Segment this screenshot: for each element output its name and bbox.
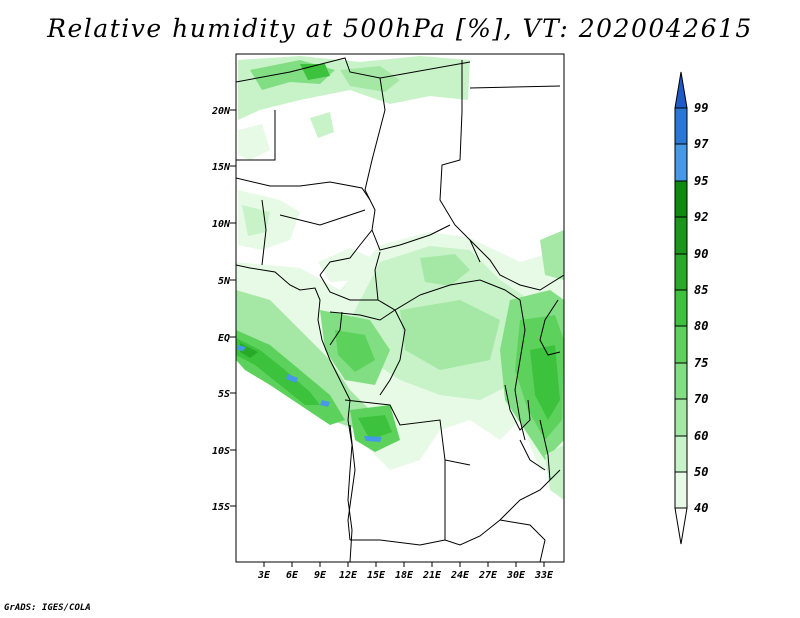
colorbar-label-85: 85 xyxy=(694,283,708,297)
lon-label-27e: 27E xyxy=(478,570,498,581)
lat-label-eq: EQ xyxy=(218,333,230,344)
colorbar-bin-95-97 xyxy=(674,143,688,182)
lat-label-5n: 5N xyxy=(218,276,231,287)
colorbar-label-70: 70 xyxy=(694,392,708,406)
colorbar-bin-40-50 xyxy=(674,471,688,509)
lon-label-9e: 9E xyxy=(314,570,327,581)
lat-label-20n: 20N xyxy=(211,106,231,117)
colorbar xyxy=(674,71,688,545)
colorbar-label-97: 97 xyxy=(694,137,709,151)
colorbar-label-92: 92 xyxy=(694,210,708,224)
colorbar-bottom-arrow xyxy=(674,507,688,545)
colorbar-bin-70-75 xyxy=(674,362,688,400)
coastline xyxy=(236,264,561,562)
colorbar-bin-92-95 xyxy=(674,180,688,218)
colorbar-label-40: 40 xyxy=(694,501,708,515)
lon-label-33e: 33E xyxy=(534,570,554,581)
colorbar-bin-90-92 xyxy=(674,216,688,255)
map-frame xyxy=(235,53,565,563)
lon-axis xyxy=(263,562,545,567)
colorbar-label-60: 60 xyxy=(694,429,708,443)
humidity-field xyxy=(236,56,564,500)
lon-label-18e: 18E xyxy=(395,570,414,581)
lon-label-24e: 24E xyxy=(450,570,470,581)
lon-label-15e: 15E xyxy=(367,570,386,581)
colorbar-bin-80-85 xyxy=(674,289,688,327)
colorbar-label-50: 50 xyxy=(694,465,708,479)
colorbar-bin-60-70 xyxy=(674,398,688,437)
lat-label-10s: 10S xyxy=(212,446,230,457)
map-title: Relative humidity at 500hPa [%], VT: 202… xyxy=(47,14,753,43)
colorbar-label-75: 75 xyxy=(694,356,708,370)
humidity-region-west xyxy=(238,190,300,250)
colorbar-label-80: 80 xyxy=(694,319,708,333)
credit-label: GrADS: IGES/COLA xyxy=(4,603,91,613)
lon-label-6e: 6E xyxy=(286,570,299,581)
lat-label-5s: 5S xyxy=(218,389,230,400)
lon-label-3e: 3E xyxy=(257,570,271,581)
lon-label-21e: 21E xyxy=(422,570,442,581)
colorbar-bin-97-99 xyxy=(674,107,688,145)
colorbar-bin-75-80 xyxy=(674,325,688,364)
country-borders xyxy=(236,57,564,562)
lat-axis xyxy=(230,109,236,507)
colorbar-label-90: 90 xyxy=(694,247,708,261)
lat-label-15s: 15S xyxy=(212,502,230,513)
lat-label-15n: 15N xyxy=(212,162,231,173)
colorbar-bin-85-90 xyxy=(674,253,688,291)
colorbar-label-99: 99 xyxy=(694,101,708,115)
lat-label-10n: 10N xyxy=(212,219,231,230)
colorbar-top-arrow xyxy=(674,71,688,109)
lon-label-12e: 12E xyxy=(339,570,358,581)
colorbar-bin-50-60 xyxy=(674,435,688,473)
colorbar-label-95: 95 xyxy=(694,174,708,188)
lon-label-30e: 30E xyxy=(506,570,526,581)
